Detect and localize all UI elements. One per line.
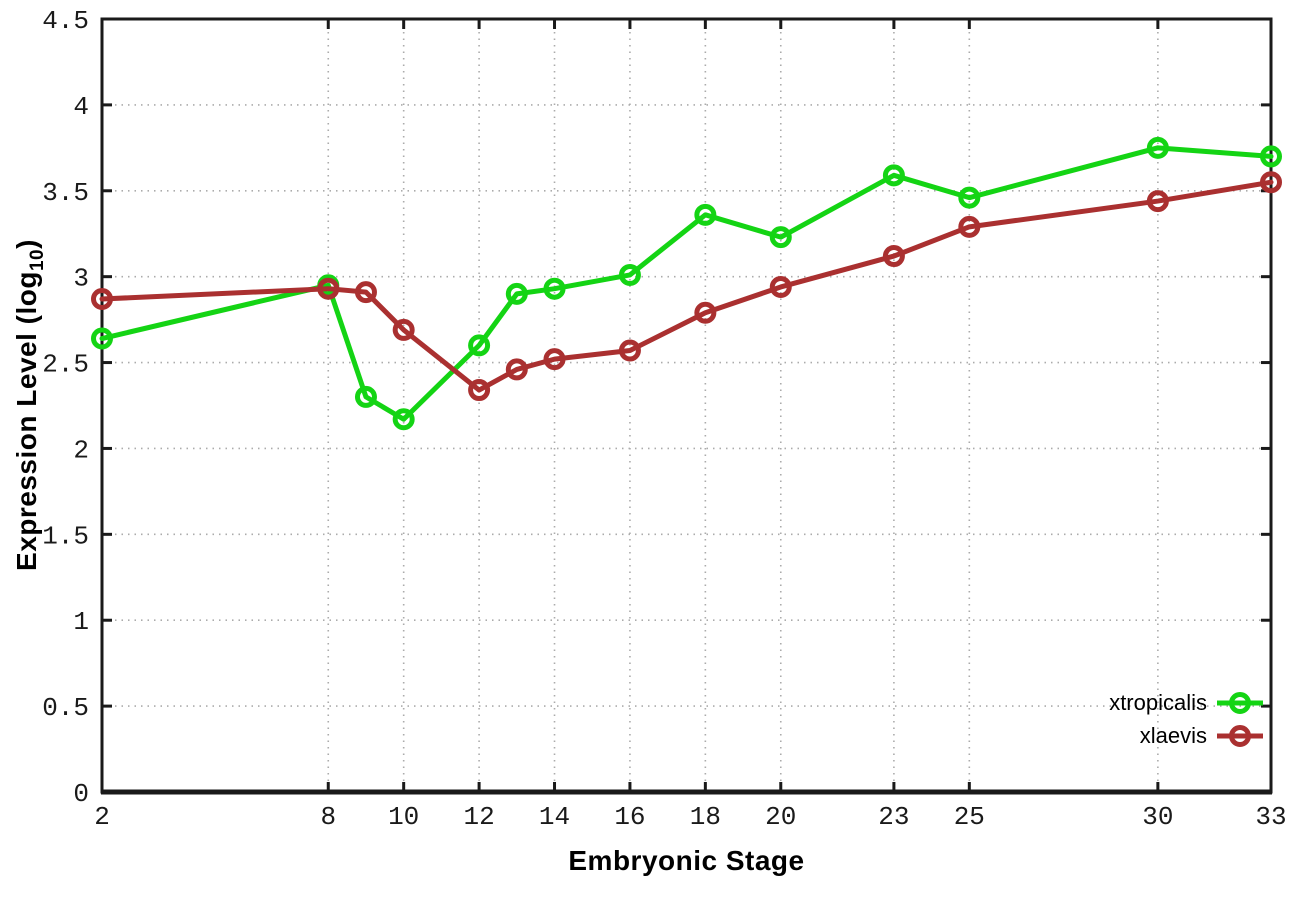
legend-label-xlaevis: xlaevis	[1139, 722, 1207, 748]
x-tick-label: 14	[539, 802, 570, 832]
data-point-xtropicalis	[91, 327, 113, 350]
legend-entry-xtropicalis: xtropicalis	[1109, 686, 1263, 719]
data-point-xtropicalis	[505, 282, 528, 305]
data-point-xlaevis	[317, 277, 340, 300]
y-tick-label: 0.5	[42, 693, 89, 723]
data-point-xlaevis	[505, 358, 528, 381]
data-point-xtropicalis	[1260, 145, 1282, 168]
data-point-xlaevis	[694, 301, 717, 324]
series-line-xtropicalis	[99, 145, 1274, 422]
data-point-xtropicalis	[468, 334, 491, 357]
y-axis-label-text: Expression Level (log	[11, 271, 43, 571]
series-line-xlaevis	[99, 179, 1274, 393]
y-tick-label: 3	[73, 264, 89, 294]
y-tick-label: 2	[73, 435, 89, 465]
legend-marker-xlaevis-icon	[1217, 724, 1263, 747]
x-tick-label: 18	[690, 802, 721, 832]
data-point-xlaevis	[769, 275, 792, 298]
x-tick-label: 10	[388, 802, 419, 832]
data-point-xlaevis	[1146, 190, 1169, 213]
y-tick-label: 4.5	[42, 6, 89, 36]
x-tick-label: 8	[320, 802, 336, 832]
data-point-xlaevis	[468, 379, 491, 402]
y-tick-label: 2.5	[42, 350, 89, 380]
x-axis-label: Embryonic Stage	[568, 845, 805, 876]
y-axis-label: Expression Level (log10)	[11, 239, 49, 571]
y-axis-label-close: )	[11, 239, 43, 249]
x-tick-label: 16	[614, 802, 645, 832]
x-tick-label: 20	[765, 802, 796, 832]
x-tick-label: 25	[954, 802, 985, 832]
y-axis-label-subscript: 10	[26, 248, 48, 272]
data-point-xlaevis	[354, 281, 377, 304]
plot-border	[100, 17, 1273, 794]
y-tick-label: 0	[73, 779, 89, 809]
x-tick-label: 30	[1142, 802, 1173, 832]
data-point-xtropicalis	[882, 164, 905, 187]
data-point-xlaevis	[543, 348, 566, 371]
data-point-xlaevis	[392, 318, 415, 341]
data-point-xlaevis	[1260, 171, 1282, 194]
data-point-xlaevis	[882, 245, 905, 268]
data-point-xtropicalis	[958, 186, 981, 209]
data-point-xtropicalis	[1146, 136, 1169, 159]
data-point-xtropicalis	[694, 203, 717, 226]
data-point-xtropicalis	[618, 263, 641, 286]
data-point-xtropicalis	[543, 277, 566, 300]
data-point-xlaevis	[618, 339, 641, 362]
x-tick-label: 2	[94, 802, 110, 832]
y-tick-label: 3.5	[42, 178, 89, 208]
legend: xtropicalis xlaevis	[1109, 686, 1263, 752]
x-tick-label: 23	[878, 802, 909, 832]
data-point-xtropicalis	[354, 385, 377, 408]
y-tick-label: 4	[73, 92, 89, 122]
data-point-xlaevis	[958, 215, 981, 238]
legend-entry-xlaevis: xlaevis	[1109, 719, 1263, 752]
x-tick-label: 12	[463, 802, 494, 832]
data-point-xtropicalis	[769, 226, 792, 249]
x-tick-label: 33	[1255, 802, 1286, 832]
legend-marker-xtropicalis-icon	[1217, 691, 1263, 714]
y-tick-label: 1	[73, 607, 89, 637]
data-point-xlaevis	[91, 287, 113, 310]
data-point-xtropicalis	[392, 408, 415, 431]
legend-label-xtropicalis: xtropicalis	[1109, 689, 1207, 715]
y-tick-label: 1.5	[42, 521, 89, 551]
